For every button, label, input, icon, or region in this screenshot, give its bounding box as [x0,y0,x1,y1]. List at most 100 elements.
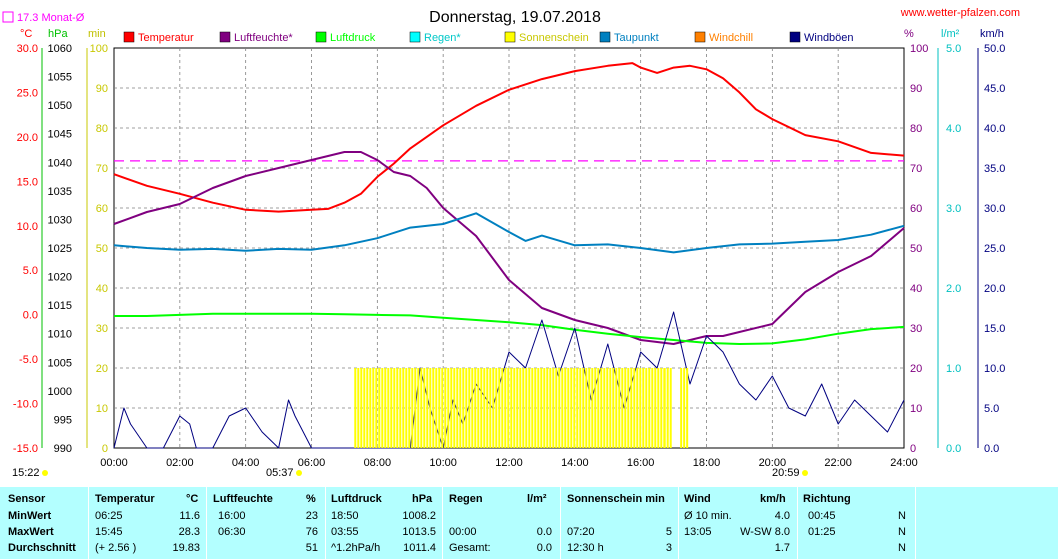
temp-tick-label: 20.0 [17,132,38,144]
sunshine-bar [669,368,672,448]
sunshine-bar [570,368,573,448]
month-avg-label: 17.3 Monat-Ø [17,12,85,24]
stats-cell-p-time: 03:55 [331,526,359,538]
sunshine-bar [489,368,492,448]
wind-tick-label: 30.0 [984,203,1005,215]
stats-cell-w-val: 4.0 [774,510,790,522]
sunset-label: 20:59 [772,467,800,479]
sunshine-bar [642,368,645,448]
sunshine-bar [519,368,522,448]
sunshine-bar [372,368,375,448]
wind-tick-label: 20.0 [984,283,1005,295]
press-tick-label: 995 [54,414,72,426]
stats-cell-s-time: 07:20 [567,526,595,538]
min-tick-label: 100 [90,43,108,55]
chart-axes: 30.0 25.0 20.0 15.0 10.0 5.0 0.0 -5.0 -10.0 -15.0… [13,43,1006,469]
min-tick-label: 60 [96,203,108,215]
sunshine-bar [546,368,549,448]
sunshine-bar [561,368,564,448]
moon-icon [42,470,48,476]
temp-unit-label: °C [20,28,32,40]
sunshine-bar [654,368,657,448]
legend-label-4: Sonnenschein [519,32,589,44]
time-tick-label: 08:00 [364,457,392,469]
pct-tick-label: 70 [910,163,922,175]
sunshine-bar [651,368,654,448]
wind-tick-label: 5.0 [984,403,999,415]
sunshine-bar [603,368,606,448]
sunshine-bar [537,368,540,448]
sunshine-bar [495,368,498,448]
sunshine-bar [525,368,528,448]
header-sensor: Sensor [8,493,46,505]
stats-cell-t-time: 15:45 [95,526,123,538]
sunshine-bar [456,368,459,448]
stats-cell-d-time: 01:25 [808,526,836,538]
series-luftfeuchte [113,151,905,345]
sunshine-bar [402,368,405,448]
sunshine-bar [516,368,519,448]
sunshine-bar [507,368,510,448]
stats-cell-h-val: 23 [305,510,318,522]
pct-tick-label: 20 [910,363,922,375]
sunshine-bar [405,368,408,448]
stats-cell-h-val: 51 [305,542,318,554]
pct-tick-label: 80 [910,123,922,135]
time-tick-label: 22:00 [824,457,852,469]
sunshine-bar [435,368,438,448]
temp-tick-label: 25.0 [17,87,38,99]
header-luft-unit: % [306,493,316,505]
legend-label-7: Windböen [804,32,854,44]
sunshine-bar [363,368,366,448]
press-tick-label: 1005 [48,357,72,369]
temp-tick-label: 10.0 [17,221,38,233]
sunshine-bar [480,368,483,448]
sunshine-bar [513,368,516,448]
sunshine-bar [411,368,414,448]
stats-cell-r-time: Gesamt: [449,542,491,554]
sunshine-bar [591,368,594,448]
stats-cell-h-time: 06:30 [218,526,246,538]
header-temperatur: Temperatur [95,493,155,505]
rain-tick-label: 3.0 [946,203,961,215]
header-luftdruck: Luftdruck [331,493,382,505]
sunshine-bar [597,368,600,448]
stats-cell-r-time: 00:00 [449,526,477,538]
temp-tick-label: 5.0 [23,265,38,277]
sunshine-bar [483,368,486,448]
stats-cell-s-val: 3 [665,542,672,554]
month-avg-marker-icon [2,11,14,23]
sunshine-bar [612,368,615,448]
legend-label-5: Taupunkt [614,32,659,44]
min-tick-label: 0 [102,443,108,455]
sunshine-bar [680,368,683,448]
legend-label-2: Luftdruck [330,32,376,44]
sunshine-bar [498,368,501,448]
sunshine-bar [585,368,588,448]
legend-swatch-4 [504,31,516,43]
sunshine-bar [399,368,402,448]
stats-cell-w-val: W-SW 8.0 [740,526,790,538]
sunshine-bar [369,368,372,448]
sunshine-bar [624,368,627,448]
sunshine-bar [615,368,618,448]
legend-swatch-2 [315,31,327,43]
press-tick-label: 1055 [48,72,72,84]
website-label: www.wetter-pfalzen.com [900,7,1020,19]
time-tick-label: 14:00 [561,457,589,469]
pct-tick-label: 90 [910,83,922,95]
chart-legend: Temperatur Luftfeuchte* Luftdruck Regen* Son… [123,31,854,44]
sunrise-sun-icon [296,470,302,476]
header-druck-unit: hPa [412,493,433,505]
header-sonne: Sonnenschein min [567,493,665,505]
sunshine-bar [636,368,639,448]
legend-swatch-1 [219,31,231,43]
sunshine-bar [552,368,555,448]
time-tick-label: 24:00 [890,457,918,469]
wind-tick-label: 50.0 [984,43,1005,55]
wind-tick-label: 40.0 [984,123,1005,135]
pct-tick-label: 30 [910,323,922,335]
press-tick-label: 1020 [48,272,72,284]
sunshine-bar [660,368,663,448]
legend-swatch-0 [123,31,135,43]
